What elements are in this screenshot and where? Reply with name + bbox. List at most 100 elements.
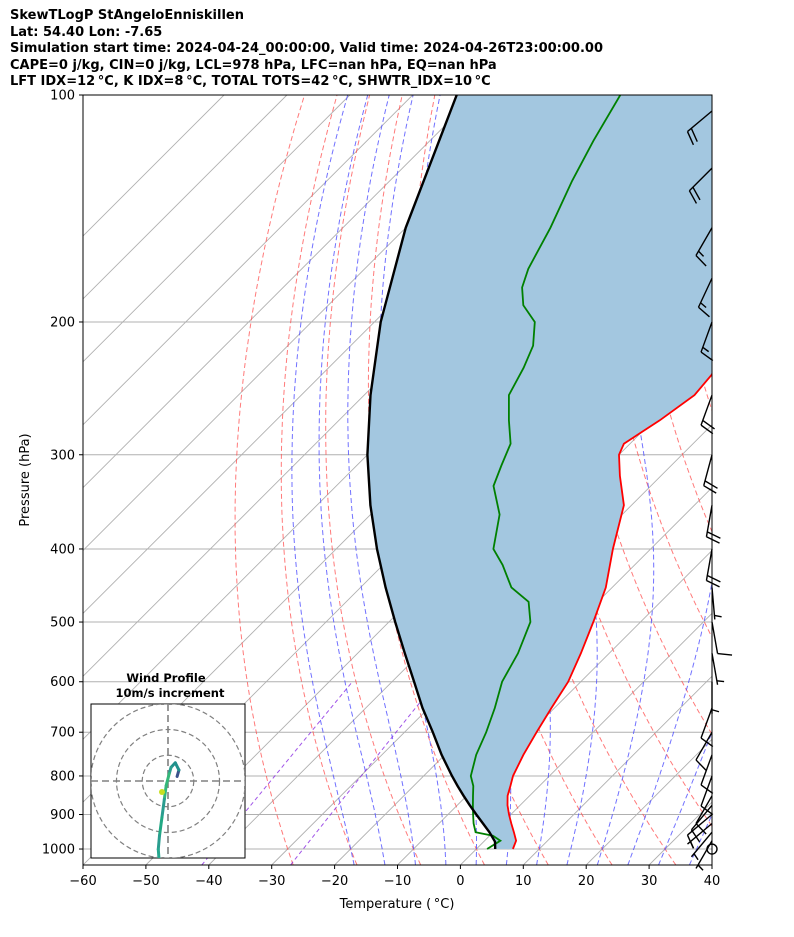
location-line: Lat: 54.40 Lon: -7.65 (10, 24, 163, 40)
hodograph-segment (162, 784, 168, 801)
wind-barb-flag (688, 190, 698, 204)
y-tick-label: 900 (50, 808, 75, 823)
wind-barb-flag (702, 419, 715, 430)
dry-adiabat (761, 95, 794, 865)
wind-barb (695, 731, 713, 761)
wind-barb-half-flag (714, 614, 722, 618)
dry-adiabat (280, 95, 358, 865)
cape-cin-area (367, 95, 712, 849)
wind-barb-half-flag (693, 853, 699, 861)
wind-barb (711, 653, 719, 685)
isotherm-line (711, 864, 712, 865)
wind-barb-flag (695, 823, 707, 835)
wind-barb-half-flag (700, 302, 707, 309)
dry-adiabat (367, 95, 485, 865)
dry-adiabat (728, 95, 794, 865)
y-tick-label: 400 (50, 542, 75, 557)
y-tick-label: 700 (50, 726, 75, 741)
wind-barb-flag (690, 128, 698, 142)
isotherm-line (83, 95, 288, 300)
x-tick-label: −50 (132, 874, 159, 889)
hodograph-segment (156, 834, 161, 851)
dry-adiabat (662, 95, 712, 413)
y-tick-label: 1000 (42, 843, 75, 858)
y-tick-label: 500 (50, 616, 75, 631)
dry-adiabat (325, 95, 422, 865)
hodograph-segment (158, 815, 164, 838)
x-tick-label: 10 (515, 874, 532, 889)
wind-barb (687, 110, 713, 133)
wind-barb-flag (700, 737, 714, 748)
wind-barb-flag (692, 186, 701, 201)
wind-barb-flag (695, 759, 707, 771)
chart-title: SkewTLogP StAngeloEnniskillen (10, 8, 244, 23)
isotherm-line (460, 612, 712, 865)
time-line: Simulation start time: 2024-04-24_00:00:… (10, 41, 603, 56)
moist-adiabat (291, 95, 355, 865)
isotherm-line (83, 95, 414, 426)
wind-barb-flag (706, 579, 720, 588)
x-tick-label: −30 (258, 874, 285, 889)
y-axis-label: Pressure (hPa) (18, 433, 33, 526)
isotherm-line (83, 95, 351, 363)
wind-profile-inset: Wind Profile 10m/s increment (90, 671, 246, 859)
wind-barb-flag (707, 574, 721, 583)
y-tick-label: 600 (50, 675, 75, 690)
wind-barb (697, 277, 713, 308)
inset-subtitle: 10m/s increment (116, 686, 225, 700)
wind-barb (711, 587, 716, 620)
wind-barb-flag (686, 834, 695, 849)
wind-barb (700, 394, 713, 426)
x-tick-label: −10 (384, 874, 411, 889)
wind-barb (695, 795, 713, 824)
x-tick-label: 0 (456, 874, 464, 889)
moist-adiabat (720, 95, 794, 865)
y-tick-label: 100 (50, 89, 75, 104)
wind-barb-flag (704, 480, 718, 489)
hodograph-segment (156, 847, 161, 858)
y-axis: 100 200 300 400 500 600 700 800 900 1000 (42, 89, 83, 858)
wind-barb-flag (700, 424, 714, 435)
moist-adiabat (658, 730, 712, 865)
wind-barb (687, 813, 713, 836)
isotherm-line (271, 424, 712, 865)
hodograph-segment (164, 772, 171, 788)
wind-barb (690, 831, 713, 858)
x-tick-label: 40 (704, 874, 721, 889)
wind-barb-half-flag (702, 346, 710, 353)
profile-curves (366, 95, 712, 850)
wind-barb (687, 822, 713, 845)
wind-barb-half-flag (711, 709, 720, 713)
y-tick-label: 200 (50, 315, 75, 330)
x-tick-label: 30 (641, 874, 658, 889)
wind-barb-flag (686, 131, 695, 146)
x-tick-label: −20 (321, 874, 348, 889)
hodograph-point (159, 789, 165, 795)
wind-barb-half-flag (697, 864, 704, 871)
wind-barb-flag (703, 485, 717, 494)
x-tick-label: 20 (578, 874, 595, 889)
isotherm-line (775, 95, 794, 865)
cape-shading (367, 95, 712, 849)
wind-barb-flag (700, 805, 714, 816)
inset-title: Wind Profile (126, 671, 206, 685)
wind-barb-flag (690, 829, 701, 843)
temperature-line (506, 372, 712, 850)
x-axis: −60 −50 −40 −30 −20 −10 0 10 20 30 40 (69, 865, 720, 889)
wind-barb-flag (707, 531, 721, 539)
dewpoint-line (469, 95, 622, 850)
wind-barbs (686, 110, 733, 871)
wind-barb (690, 804, 713, 831)
isotherm-line (522, 675, 712, 865)
wind-barb (700, 707, 713, 739)
moist-adiabat (318, 95, 386, 865)
wind-barb (688, 167, 713, 192)
y-tick-label: 300 (50, 448, 75, 463)
wind-barb (705, 548, 713, 581)
x-tick-label: −60 (69, 874, 96, 889)
wind-barb-half-flag (697, 250, 705, 257)
x-axis-label: Temperature ( °C) (339, 897, 455, 912)
wind-barb (700, 775, 713, 807)
wind-barb (711, 621, 719, 654)
wind-barb-flag (700, 351, 714, 362)
